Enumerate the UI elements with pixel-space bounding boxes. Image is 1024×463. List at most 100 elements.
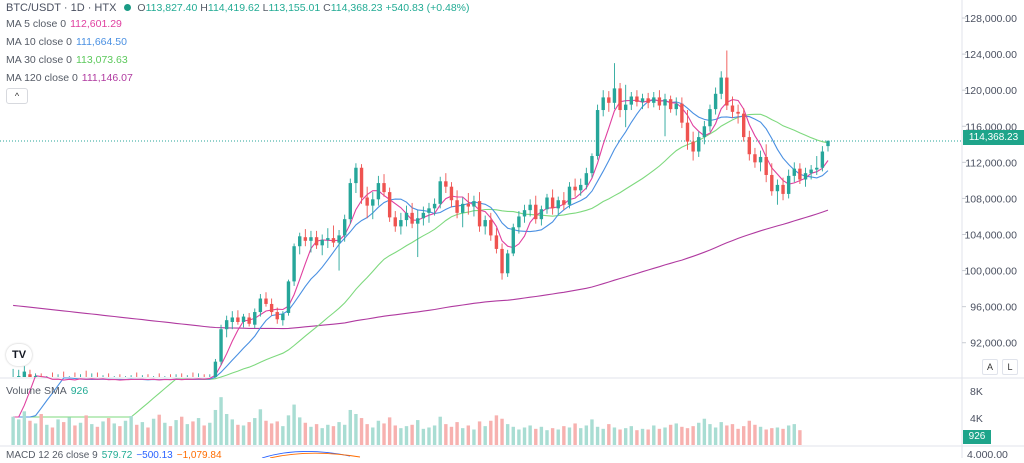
candle-body	[640, 98, 645, 102]
candle-body	[815, 167, 819, 170]
auto-scale-button[interactable]: A	[982, 359, 998, 375]
candle-body	[725, 77, 729, 106]
volume-bar	[758, 426, 763, 445]
candle-body	[247, 317, 251, 324]
volume-bar	[157, 414, 161, 445]
candle-body	[337, 235, 341, 243]
volume-bar	[309, 426, 313, 445]
volume-bar	[713, 427, 718, 445]
volume-bar	[579, 428, 583, 445]
volume-bar	[404, 426, 409, 445]
candle-body	[567, 186, 572, 205]
volume-bar	[477, 421, 482, 445]
ma30-legend[interactable]: MA 30 close 0 113,073.63	[6, 53, 128, 67]
candle-body	[623, 104, 628, 111]
candle-body	[674, 103, 678, 110]
ma10-line	[13, 99, 829, 418]
candle-body	[556, 200, 560, 209]
volume-bar	[646, 429, 650, 445]
close-value: 114,368.23	[330, 2, 383, 14]
candle-body	[663, 99, 667, 106]
volume-bar	[106, 418, 111, 445]
candle-body	[691, 141, 695, 152]
volume-bar	[494, 415, 499, 445]
candle-body	[320, 239, 324, 246]
price-axis: 128,000.00124,000.00120,000.00116,000.00…	[962, 13, 1017, 458]
volume-bar	[528, 425, 532, 445]
volume-bar	[78, 422, 83, 445]
volume-bar	[432, 425, 437, 445]
volume-bar	[623, 428, 628, 445]
volume-bar	[213, 409, 218, 445]
candle-body	[483, 220, 487, 227]
volume-bar	[196, 418, 201, 445]
volume-legend[interactable]: Volume SMA 926	[6, 384, 88, 398]
volume-bar	[550, 428, 555, 445]
candle-body	[438, 181, 442, 204]
candle-body	[269, 303, 274, 313]
volume-bar	[500, 418, 504, 445]
candle-body	[747, 137, 752, 155]
volume-bar	[798, 430, 802, 445]
volume-bar	[326, 424, 330, 445]
candle-body	[28, 374, 32, 377]
volume-bars	[11, 397, 802, 445]
candle-body	[382, 183, 386, 193]
volume-bar	[365, 424, 369, 445]
candle-body	[359, 167, 364, 198]
candle-body	[342, 219, 347, 236]
macd-signal-line	[269, 452, 361, 458]
volume-bar	[241, 425, 246, 445]
volume-bar	[95, 426, 100, 445]
ma10-legend[interactable]: MA 10 close 0 111,664.50	[6, 35, 127, 49]
candle-body	[742, 113, 746, 138]
candle-body	[612, 88, 617, 103]
log-scale-button[interactable]: L	[1002, 359, 1018, 375]
ma120-legend[interactable]: MA 120 close 0 111,146.07	[6, 71, 133, 85]
candle-body	[494, 235, 499, 249]
candle-body	[449, 186, 454, 201]
candle-body	[303, 237, 308, 241]
tradingview-logo[interactable]: TV	[6, 344, 32, 366]
macd-legend[interactable]: MACD 12 26 close 9 579.72 −500.13 −1,079.84	[6, 449, 222, 463]
volume-bar	[191, 421, 195, 445]
volume-bar	[151, 418, 156, 445]
collapse-legend-button[interactable]: ^	[6, 88, 28, 104]
volume-bar	[697, 422, 701, 445]
ma120-value: 111,146.07	[81, 72, 133, 84]
volume-bar	[730, 424, 735, 445]
volume-bar	[61, 422, 66, 445]
volume-bar	[123, 420, 128, 445]
candle-body	[376, 183, 381, 200]
candle-body	[562, 200, 566, 205]
volume-bar	[668, 424, 673, 445]
volume-bar	[286, 415, 291, 445]
volume-bar	[236, 424, 240, 445]
volume-bar	[461, 428, 465, 445]
volume-bar	[314, 424, 319, 445]
symbol-title[interactable]: BTC/USDT · 1D · HTX	[6, 2, 117, 14]
macd-value-2: −500.13	[136, 450, 173, 461]
candle-body	[792, 168, 796, 176]
volume-bar	[163, 422, 167, 445]
volume-bar	[522, 427, 527, 445]
volume-bar	[33, 423, 38, 445]
candle-body	[472, 201, 476, 207]
volume-bar	[298, 417, 302, 445]
volume-bar	[629, 426, 633, 445]
volume-bar	[168, 426, 173, 445]
volume-bar	[640, 428, 645, 445]
ma5-legend[interactable]: MA 5 close 0 112,601.29	[6, 17, 122, 31]
volume-bar	[258, 409, 263, 445]
volume-bar	[607, 424, 611, 445]
candle-body	[646, 98, 650, 103]
volume-bar	[354, 414, 358, 445]
candle-body	[590, 156, 594, 174]
volume-bar	[118, 426, 122, 445]
volume-bar	[185, 424, 190, 445]
volume-bar	[208, 422, 212, 445]
candle-body	[230, 317, 234, 322]
candle-body	[652, 97, 656, 103]
